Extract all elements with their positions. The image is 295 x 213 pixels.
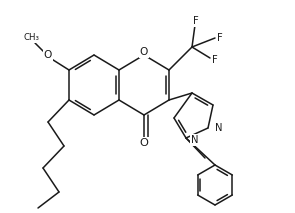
Text: N: N [215, 123, 222, 133]
Text: N: N [191, 135, 199, 145]
Text: F: F [193, 16, 199, 26]
Text: CH₃: CH₃ [24, 33, 40, 43]
Text: F: F [212, 55, 218, 65]
Text: O: O [140, 47, 148, 57]
Text: F: F [217, 33, 223, 43]
Text: O: O [140, 138, 148, 148]
Text: O: O [44, 50, 52, 60]
